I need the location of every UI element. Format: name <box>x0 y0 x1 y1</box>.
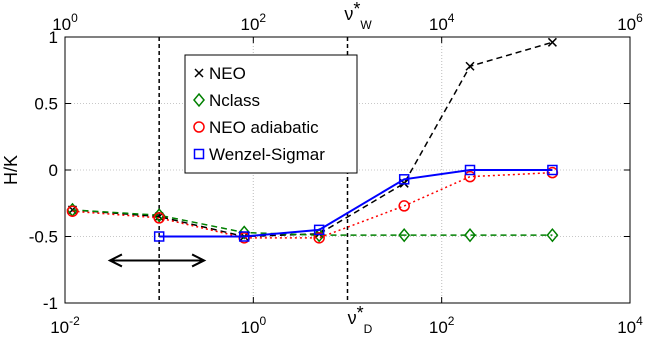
series-2-point <box>398 200 410 212</box>
legend-marker-2-shape <box>193 121 205 133</box>
series-3-point <box>238 231 250 242</box>
legend-marker-3-shape <box>193 148 205 160</box>
series-3-point-shape <box>464 164 476 176</box>
series-1-point-shape <box>464 227 476 243</box>
x-top-tick-label: 106 <box>617 11 643 34</box>
x-axis-title: ν*D <box>348 303 373 336</box>
series-1-point-shape <box>398 227 411 243</box>
series-2-point-shape <box>66 205 79 217</box>
legend-marker-0-b <box>194 68 204 78</box>
series-0-point-b <box>465 61 475 71</box>
series-3-point-shape <box>398 174 410 185</box>
series-2-point <box>153 212 165 224</box>
series-line-2 <box>72 171 553 239</box>
legend-label-2: NEO adiabatic <box>209 118 319 137</box>
legend-marker-0 <box>194 68 204 78</box>
x-tick-label: 102 <box>429 314 455 337</box>
range-arrow-head-left <box>107 253 123 268</box>
series-line-3 <box>159 169 553 238</box>
series-0-point-b <box>547 37 557 47</box>
series-1-point-shape <box>238 225 251 240</box>
y-tick-label: 1 <box>49 28 58 47</box>
series-3-point <box>398 174 410 185</box>
y-tick-label: 0 <box>49 161 58 180</box>
legend-marker-2 <box>193 121 205 133</box>
series-3-point <box>547 164 558 176</box>
series-2-point <box>313 232 325 244</box>
legend-marker-1 <box>193 92 205 108</box>
series-3-point-shape <box>313 224 325 236</box>
series-2-point <box>464 170 476 183</box>
series-1-point-shape <box>546 227 559 243</box>
legend-label-3: Wenzel-Sigmar <box>209 145 325 164</box>
legend-box <box>184 54 358 174</box>
y-tick-label: -1 <box>43 294 58 313</box>
series-2-point-shape <box>153 212 165 224</box>
series-1-point <box>238 225 251 240</box>
series-3-point-shape <box>153 231 165 242</box>
range-arrow-head-right <box>191 253 207 268</box>
x-tick-label: 100 <box>241 314 267 337</box>
legend-marker-1-shape <box>193 92 205 108</box>
series-3-point-shape <box>238 231 250 242</box>
series-1-point <box>464 227 476 243</box>
series-2-point <box>66 205 79 217</box>
series-0-point <box>547 37 557 47</box>
x-tick-label: 104 <box>617 314 643 337</box>
legend-label-1: Nclass <box>209 91 260 110</box>
y-tick-label: -0.5 <box>29 228 58 247</box>
series-2-point-shape <box>464 170 476 183</box>
x-tick-label: 10-2 <box>50 314 80 337</box>
series-2-point-shape <box>313 232 325 244</box>
legend-label-0: NEO <box>209 64 246 83</box>
series-2-point-shape <box>398 200 410 212</box>
series-3-point <box>153 231 165 242</box>
series-3-point-shape <box>547 164 558 176</box>
y-axis-title: H/K <box>1 155 21 185</box>
series-3-point <box>313 224 325 236</box>
x-top-tick-label: 100 <box>52 11 78 34</box>
legend-marker-3 <box>193 148 205 160</box>
y-tick-label: 0.5 <box>34 95 58 114</box>
series-3-point <box>464 164 476 176</box>
series-0-point <box>465 61 475 71</box>
series-1-point <box>398 227 411 243</box>
x-top-tick-label: 104 <box>429 11 455 34</box>
x-top-tick-label: 102 <box>241 11 267 34</box>
x-top-axis-title: ν*W <box>344 0 372 32</box>
series-1-point <box>546 227 559 243</box>
